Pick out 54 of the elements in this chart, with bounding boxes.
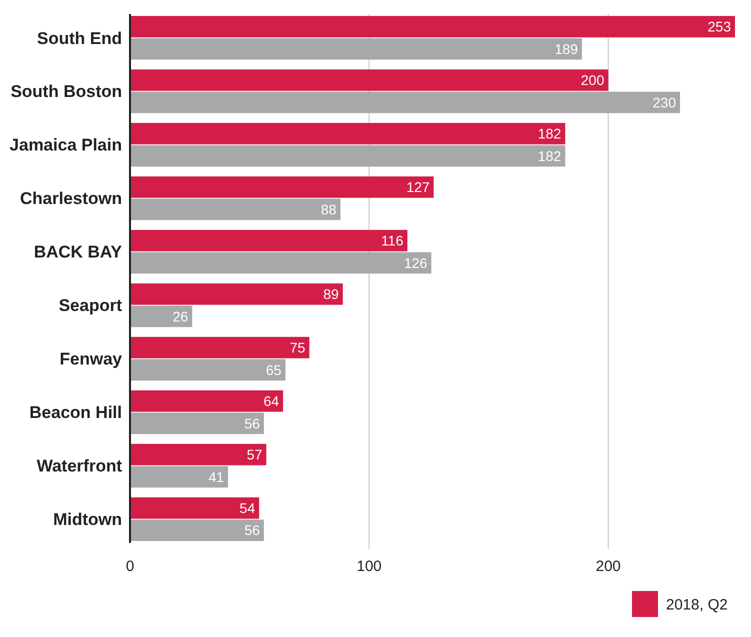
data-label: 26 xyxy=(172,308,188,324)
data-label: 54 xyxy=(240,500,256,516)
y-tick-label: Waterfront xyxy=(36,456,122,476)
data-label: 253 xyxy=(708,18,732,35)
bar xyxy=(130,412,264,434)
data-label: 127 xyxy=(406,179,430,196)
bar xyxy=(130,145,566,167)
data-label: 56 xyxy=(244,522,260,538)
bar xyxy=(130,176,434,198)
y-tick-label: BACK BAY xyxy=(34,242,123,262)
y-tick-label: Fenway xyxy=(60,350,123,369)
bar xyxy=(130,198,340,220)
bar xyxy=(130,497,260,519)
bar xyxy=(130,16,735,38)
bar xyxy=(130,444,266,466)
x-tick-label: 200 xyxy=(596,558,621,575)
bar xyxy=(130,306,192,328)
data-label: 182 xyxy=(538,126,562,142)
data-label: 200 xyxy=(580,72,604,88)
x-tick-label: 100 xyxy=(356,558,382,575)
y-tick-label: Midtown xyxy=(53,510,122,530)
y-tick-label: South End xyxy=(37,28,122,48)
bar xyxy=(130,38,582,60)
data-label: 64 xyxy=(263,392,280,409)
bar xyxy=(130,336,310,358)
bar xyxy=(130,122,566,144)
y-tick-label: Seaport xyxy=(58,296,122,316)
y-tick-label: South Boston xyxy=(10,82,122,102)
bar xyxy=(130,230,408,252)
data-label: 126 xyxy=(404,254,428,271)
x-tick-label: 0 xyxy=(126,558,134,575)
data-label: 116 xyxy=(381,232,404,249)
bar xyxy=(130,252,432,274)
legend-label: 2018, Q2 xyxy=(666,596,728,614)
y-tick-label: Jamaica Plain xyxy=(10,136,122,155)
bar xyxy=(130,520,264,542)
data-label: 182 xyxy=(538,148,562,164)
data-label: 75 xyxy=(290,339,306,356)
y-tick-label: Beacon Hill xyxy=(29,403,122,422)
y-tick-label: Charlestown xyxy=(20,189,122,208)
data-label: 230 xyxy=(652,94,676,110)
bar xyxy=(130,390,284,412)
data-label: 57 xyxy=(246,446,263,462)
data-label: 189 xyxy=(554,40,578,57)
bar xyxy=(130,466,228,488)
data-label: 89 xyxy=(323,286,340,302)
bar xyxy=(130,92,680,114)
data-label: 56 xyxy=(244,415,260,432)
bar xyxy=(130,359,286,381)
data-label: 41 xyxy=(208,468,224,485)
data-label: 88 xyxy=(320,201,337,218)
bar xyxy=(130,283,343,305)
bar xyxy=(130,69,608,91)
data-label: 65 xyxy=(266,362,282,378)
